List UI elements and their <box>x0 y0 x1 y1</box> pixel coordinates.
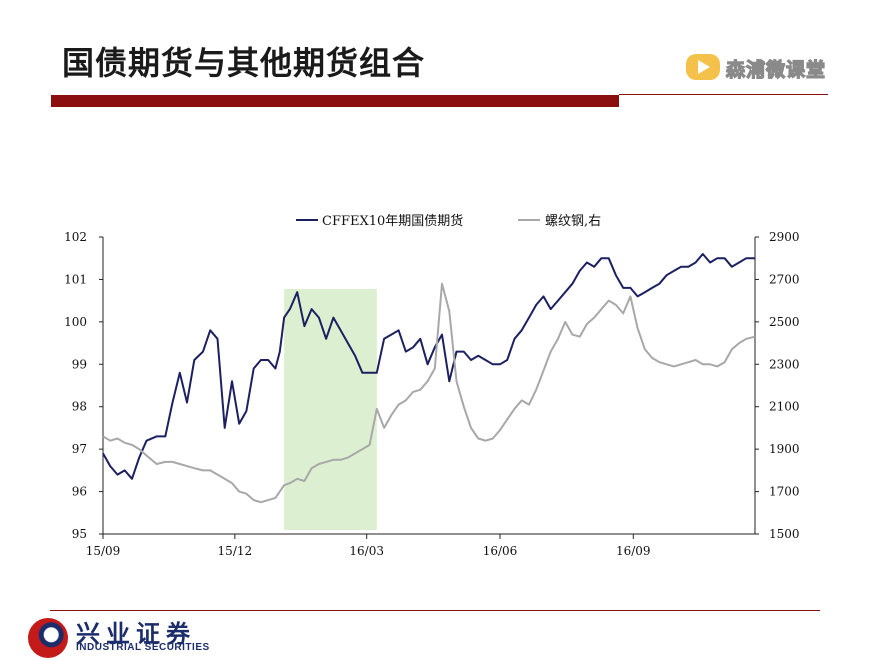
y-left-tick-label: 95 <box>72 527 87 541</box>
y-left-tick-label: 96 <box>72 485 87 499</box>
page-title: 国债期货与其他期货组合 <box>62 44 426 82</box>
logo-mark-icon <box>28 618 68 658</box>
y-right-tick-label: 2300 <box>769 357 800 371</box>
y-right-tick-label: 1900 <box>769 442 800 456</box>
y-left-tick-label: 99 <box>72 357 87 371</box>
y-right-tick-label: 2900 <box>769 230 800 244</box>
x-tick-label: 15/09 <box>86 544 121 558</box>
y-right-tick-label: 2500 <box>769 315 800 329</box>
y-left-tick-label: 101 <box>64 272 87 286</box>
y-left-tick-label: 98 <box>72 400 87 414</box>
company-name-en: INDUSTRIAL SECURITIES <box>76 642 210 653</box>
highlight-band <box>284 289 377 530</box>
y-right-tick-label: 2700 <box>769 272 800 286</box>
legend-label-rebar: 螺纹钢,右 <box>545 214 601 229</box>
x-tick-label: 16/06 <box>483 544 518 558</box>
y-right-tick-label: 2100 <box>769 400 800 414</box>
title-accent-bar <box>51 95 619 107</box>
y-right-tick-label: 1700 <box>769 485 800 499</box>
x-tick-label: 16/03 <box>349 544 384 558</box>
series-line-rebar <box>102 282 756 504</box>
title-divider <box>619 94 828 95</box>
x-tick-label: 16/09 <box>616 544 651 558</box>
y-left-tick-label: 97 <box>72 442 87 456</box>
series-line-treasury-futures <box>102 253 755 480</box>
y-right-tick-label: 1500 <box>769 527 800 541</box>
play-icon <box>686 54 720 80</box>
x-tick-label: 15/12 <box>218 544 253 558</box>
brand-name: 森浦微课堂 <box>725 58 827 81</box>
chart: 95 96 97 98 99 100 101 102 1500 1700 1900 2100 2300 2… <box>64 213 800 558</box>
company-name-cn: 兴业证券 <box>76 620 196 648</box>
brand-badge: 森浦微课堂 <box>686 52 831 82</box>
footer-divider <box>50 610 820 611</box>
y-left-tick-label: 100 <box>64 315 87 329</box>
y-left-tick-label: 102 <box>64 230 87 244</box>
company-logo: 兴业证券 INDUSTRIAL SECURITIES <box>28 616 258 660</box>
legend-label-treasury-futures: CFFEX10年期国债期货 <box>322 213 463 229</box>
